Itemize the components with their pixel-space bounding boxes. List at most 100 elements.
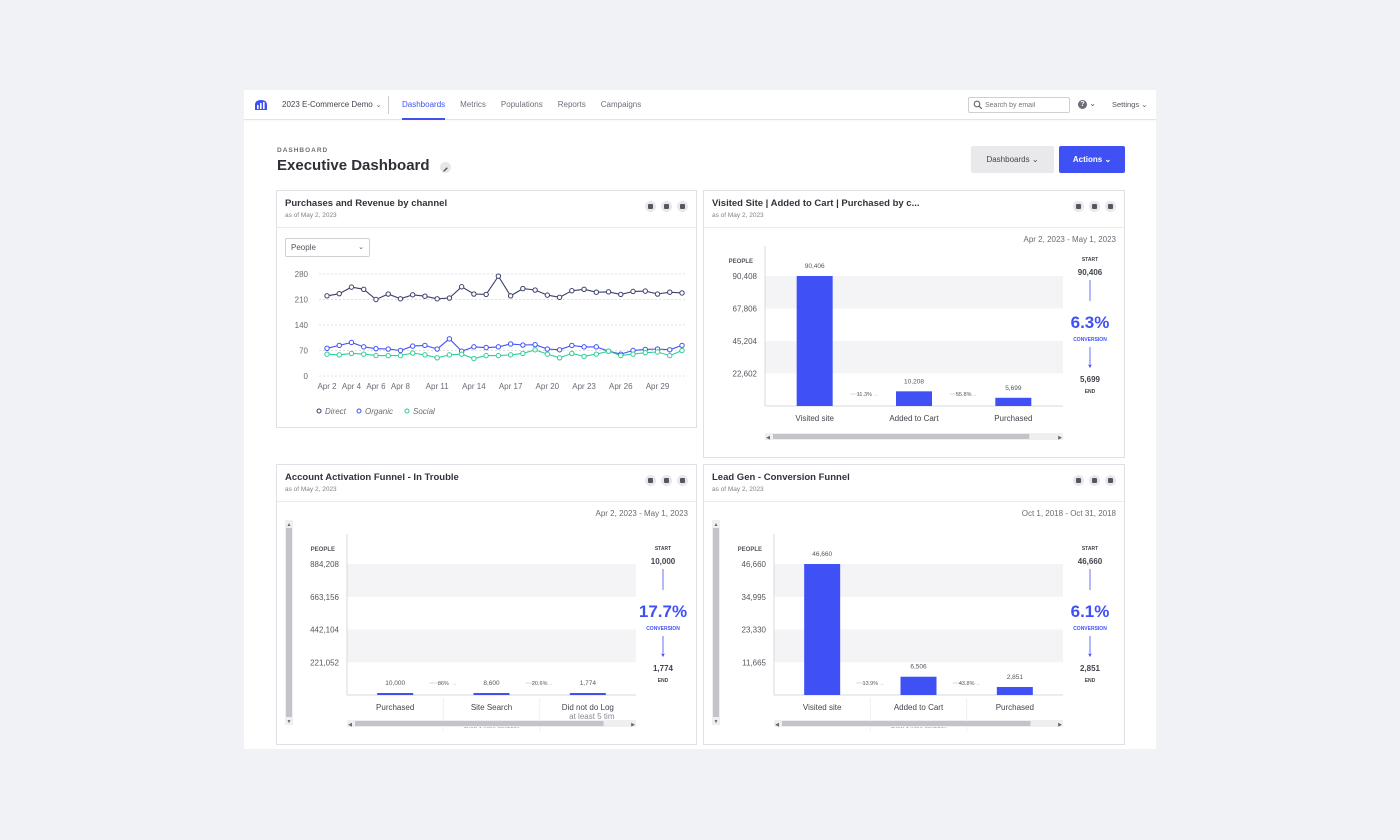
category-label: Added to Cart [894,703,944,712]
scroll-right-icon: ▶ [1058,435,1062,441]
data-point [679,347,685,354]
card-title: Purchases and Revenue by channel [285,198,448,209]
data-point [385,346,391,352]
data-point [434,296,440,302]
expand-icon[interactable] [1089,475,1100,486]
move-icon[interactable] [645,201,656,212]
data-point [569,350,575,357]
move-icon[interactable] [1073,201,1084,212]
card-header: Lead Gen - Conversion Funnel as of May 2… [704,465,1124,502]
data-point [495,273,502,279]
help-menu[interactable]: ? ⌄ [1078,99,1096,109]
expand-icon[interactable] [661,475,672,486]
y-axis-label: PEOPLE [729,259,753,265]
data-point [397,296,404,302]
y-tick-label: 46,660 [742,560,767,569]
card-toolbar [1073,201,1116,212]
search-box[interactable] [968,97,1070,113]
dashboards-dropdown-button[interactable]: Dashboards ⌄ [971,146,1054,173]
lead-gen-funnel-card: Lead Gen - Conversion Funnel as of May 2… [703,464,1125,745]
category-label: Purchased [994,414,1032,423]
funnel-chart: ▲ ▼ PEOPLE 46,660 34,995 23,330 11,665 46,660 Vi… [712,520,1110,731]
delete-icon[interactable] [1105,201,1116,212]
scroll-up-icon: ▲ [287,522,292,528]
card-toolbar [645,475,688,486]
bar-value-label: 10,000 [385,680,405,687]
line-chart: 0 70 140 210 280 Apr 2 Apr 4 Apr 6 Apr 8 Apr 11 Ap… [295,270,685,416]
delete-icon[interactable] [677,475,688,486]
move-icon[interactable] [1073,475,1084,486]
data-point [654,349,661,355]
y-tick-label: 140 [295,321,309,330]
expand-icon[interactable] [1089,201,1100,212]
y-tick-label: 70 [299,347,308,356]
step-rate-label: 43.8% [959,681,975,687]
data-point [434,355,440,361]
arrow-right-icon: → [451,681,457,687]
data-point [520,342,526,348]
metric-select-value: People [291,243,316,252]
settings-menu[interactable]: Settings ⌄ [1112,100,1148,109]
category-label: Visited site [803,703,842,712]
data-point [373,352,379,359]
search-input[interactable] [985,99,1067,111]
delete-icon[interactable] [677,201,688,212]
y-tick-label: 22,602 [733,370,758,379]
project-name: 2023 E-Commerce Demo [282,100,373,109]
chart-band [347,564,636,597]
data-point [605,289,612,295]
actions-button-label: Actions [1072,155,1103,164]
data-point [556,347,563,353]
metric-select[interactable]: People ⌄ [285,238,370,257]
edit-title-button[interactable] [440,162,451,173]
arrow-down-icon: ▼ [1087,364,1093,370]
end-value: 1,774 [653,664,674,673]
expand-icon[interactable] [661,201,672,212]
data-point [593,351,600,357]
y-tick-label: 90,408 [733,272,758,281]
data-point [422,352,428,358]
data-point [324,293,330,299]
bar-value-label: 2,851 [1007,674,1024,681]
end-label: END [1085,389,1096,395]
x-tick-label: Apr 8 [391,382,411,391]
tab-populations[interactable]: Populations [500,100,543,109]
data-point [471,291,477,297]
data-point [605,348,612,354]
conversion-rate: 17.7% [639,602,687,621]
conversion-rate: 6.1% [1071,602,1110,621]
chevron-down-icon: ⌄ [1089,99,1096,108]
data-point [581,286,587,292]
step-rate-label: 20.6% [532,681,548,687]
tab-reports[interactable]: Reports [557,100,586,109]
delete-icon[interactable] [1105,475,1116,486]
data-point [495,352,502,359]
bar-value-label: 10,208 [904,378,924,385]
scroll-left-icon: ◀ [766,435,770,441]
bar-value-label: 6,506 [910,664,927,671]
series-line-organic [326,338,683,355]
tab-campaigns[interactable]: Campaigns [600,100,642,109]
tab-metrics[interactable]: Metrics [460,100,486,109]
data-point [385,352,391,359]
move-icon[interactable] [645,475,656,486]
visited-site-funnel-card: Visited Site | Added to Cart | Purchased… [703,190,1125,458]
data-point [458,284,465,290]
chevron-down-icon: ⌄ [375,102,382,109]
funnel-bar [569,693,606,695]
project-selector[interactable]: 2023 E-Commerce Demo ⌄ [282,100,382,109]
scroll-left-icon: ◀ [775,722,779,728]
start-value: 10,000 [651,557,676,566]
conversion-label: CONVERSION [1073,337,1107,343]
app-logo-icon[interactable] [254,98,268,111]
data-point [471,344,477,350]
funnel-bar [804,564,841,695]
data-point [373,296,379,303]
actions-dropdown-button[interactable]: Actions ⌄ [1059,146,1125,173]
settings-label: Settings [1112,100,1140,109]
search-icon [973,100,983,110]
tab-dashboards[interactable]: Dashboards [402,90,446,120]
data-point [348,284,355,290]
nav-divider [388,96,389,114]
bar-value-label: 5,699 [1005,385,1022,392]
